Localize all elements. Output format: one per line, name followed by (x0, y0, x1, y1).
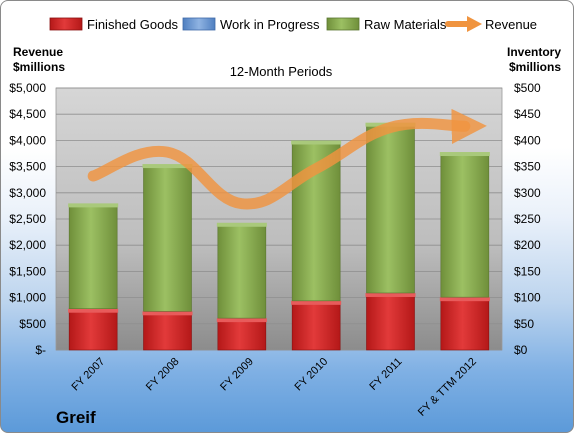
bar-finished-goods-cap (365, 292, 416, 297)
bar-finished-goods (291, 302, 341, 351)
right-tick-label: $400 (514, 133, 541, 147)
legend-revenue-arrow-icon (445, 16, 482, 32)
bar-finished-goods-cap (439, 297, 490, 302)
x-tick-label: FY 2007 (70, 356, 108, 394)
left-tick-label: $2,500 (9, 212, 46, 226)
legend-swatch-work-in-progress (182, 17, 216, 31)
right-axis-title-line1: Inventory (507, 45, 561, 59)
bar-raw-materials (217, 224, 267, 319)
bar-finished-goods (440, 298, 490, 351)
left-axis-title-line2: $millions (13, 60, 65, 74)
left-axis-ticks: $- $500 $1,000 $1,500 $2,000 $2,500 $3,000 $3,5… (9, 81, 46, 357)
bar-raw-materials (366, 124, 415, 294)
left-axis-title-line1: Revenue (13, 45, 63, 59)
right-tick-label: $150 (514, 264, 541, 278)
left-tick-label: $500 (19, 317, 46, 331)
bar-raw-materials-cap (439, 152, 490, 157)
x-axis-ticks: FY 2007 FY 2008 FY 2009 FY 2010 FY 2011 FY & … (70, 356, 479, 419)
right-tick-label: $250 (514, 212, 541, 226)
bar-finished-goods (366, 294, 415, 351)
left-tick-label: $- (35, 343, 46, 357)
right-tick-label: $450 (514, 107, 541, 121)
bar-finished-goods (217, 319, 267, 351)
bar-raw-materials (440, 153, 490, 298)
bar-raw-materials (68, 205, 118, 310)
legend: Finished Goods Work in Progress Raw Mate… (49, 16, 537, 32)
bar-raw-materials-cap (68, 203, 119, 208)
bar-finished-goods-cap (142, 311, 193, 316)
bar-finished-goods-cap (68, 308, 119, 313)
legend-label-work-in-progress: Work in Progress (220, 17, 320, 32)
right-tick-label: $350 (514, 160, 541, 174)
bar-raw-materials-cap (216, 222, 267, 227)
bar-finished-goods (143, 313, 192, 351)
x-tick-label: FY 2010 (293, 356, 331, 394)
left-tick-label: $3,500 (9, 160, 46, 174)
revenue-line-path (87, 108, 487, 210)
x-tick-label: FY 2011 (367, 356, 404, 393)
left-tick-label: $1,500 (9, 264, 46, 278)
right-axis-ticks: $0 $50 $100 $150 $200 $250 $300 $350 $400 $450 $50… (514, 81, 541, 357)
bar-finished-goods (68, 310, 118, 351)
left-tick-label: $1,000 (9, 291, 46, 305)
left-tick-label: $5,000 (9, 81, 46, 95)
bars (68, 122, 490, 351)
company-name: Greif (56, 408, 96, 427)
right-tick-label: $50 (514, 317, 534, 331)
left-tick-label: $4,000 (9, 133, 46, 147)
legend-label-finished-goods: Finished Goods (87, 17, 179, 32)
bar-finished-goods-cap (216, 318, 267, 323)
gridlines (56, 87, 502, 351)
right-tick-label: $0 (514, 343, 528, 357)
right-tick-label: $300 (514, 186, 541, 200)
left-tick-label: $2,000 (9, 238, 46, 252)
legend-label-revenue: Revenue (485, 17, 537, 32)
right-tick-label: $500 (514, 81, 541, 95)
x-tick-label: FY & TTM 2012 (416, 356, 479, 419)
left-tick-label: $4,500 (9, 107, 46, 121)
bar-raw-materials-cap (291, 140, 342, 145)
x-tick-label: FY 2009 (218, 356, 256, 394)
right-axis-title-line2: $millions (509, 60, 561, 74)
legend-swatch-raw-materials (326, 17, 360, 31)
legend-swatch-finished-goods (49, 17, 83, 31)
bar-finished-goods-cap (291, 300, 342, 305)
bar-raw-materials-cap (142, 164, 193, 169)
right-tick-label: $100 (514, 291, 541, 305)
bar-raw-materials (143, 165, 192, 312)
revenue-line (87, 108, 487, 210)
legend-label-raw-materials: Raw Materials (364, 17, 447, 32)
left-tick-label: $3,000 (9, 186, 46, 200)
x-tick-label: FY 2008 (144, 356, 182, 394)
chart-subtitle: 12-Month Periods (230, 64, 333, 79)
right-tick-label: $200 (514, 238, 541, 252)
